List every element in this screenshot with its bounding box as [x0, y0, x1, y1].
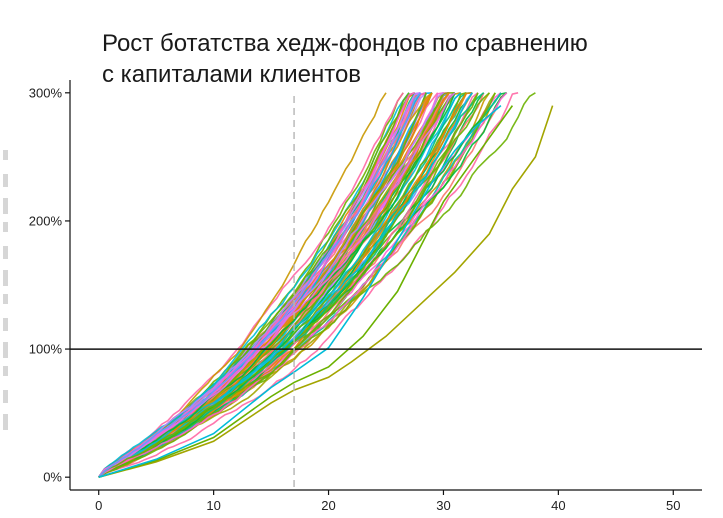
- y-tick-label: 200%: [29, 213, 63, 228]
- series-line: [98, 92, 444, 478]
- y-axis-title-fragment: [3, 150, 8, 160]
- y-axis-title-fragment: [3, 198, 8, 214]
- series-line: [98, 92, 450, 478]
- series-line: [98, 92, 519, 478]
- series-line: [98, 92, 422, 478]
- series-line: [98, 92, 456, 478]
- y-axis-title-ghost: [3, 150, 8, 430]
- y-tick-label: 100%: [29, 342, 63, 357]
- series-line: [98, 92, 461, 478]
- series-line: [98, 92, 450, 478]
- y-axis-title-fragment: [3, 222, 8, 232]
- y-axis-title-fragment: [3, 390, 8, 403]
- y-axis-title-fragment: [3, 270, 8, 286]
- series-line: [98, 104, 502, 478]
- chart-title-line-2: с капиталами клиентов: [102, 61, 362, 88]
- series-line: [98, 92, 445, 478]
- y-axis-title-fragment: [3, 294, 8, 304]
- y-axis-title-fragment: [3, 342, 8, 358]
- x-tick-label: 0: [95, 498, 102, 513]
- series-line: [98, 92, 404, 478]
- chart-title-line-1: Рост ботатства хедж-фондов по сравнению: [102, 30, 588, 57]
- series-line: [98, 92, 404, 478]
- x-tick-label: 50: [666, 498, 680, 513]
- series-line: [98, 92, 445, 478]
- y-axis-title-fragment: [3, 414, 8, 430]
- series-line: [98, 92, 485, 478]
- series-line: [98, 92, 450, 478]
- series-line: [98, 92, 462, 478]
- series-line: [98, 92, 485, 478]
- series-line: [98, 92, 450, 478]
- series-line: [98, 92, 473, 478]
- x-tick-label: 10: [206, 498, 220, 513]
- series-line: [98, 92, 450, 478]
- y-axis-title-fragment: [3, 246, 8, 259]
- series-line: [98, 92, 450, 478]
- series-line: [98, 92, 536, 478]
- series-line: [98, 92, 456, 478]
- series-line: [98, 92, 450, 478]
- x-tick-label: 20: [321, 498, 335, 513]
- series-line: [98, 105, 514, 478]
- axes: 0% 100% 200% 300% 0 10 20 30 40 50: [29, 80, 702, 513]
- y-axis-title-fragment: [3, 174, 8, 187]
- series-line: [98, 92, 444, 478]
- series-line: [98, 92, 450, 478]
- x-tick-label: 40: [551, 498, 565, 513]
- y-tick-label: 300%: [29, 85, 63, 100]
- series-line: [98, 92, 462, 478]
- reference-lines: [70, 96, 702, 490]
- series-line: [98, 92, 468, 478]
- y-axis-title-fragment: [3, 366, 8, 376]
- series-line: [98, 92, 450, 478]
- series-layer: [98, 92, 554, 478]
- chart-title: Рост ботатства хедж-фондов по сравнению …: [102, 28, 588, 90]
- x-tick-label: 30: [436, 498, 450, 513]
- y-tick-label: 0%: [43, 470, 62, 485]
- y-axis-title-fragment: [3, 318, 8, 331]
- series-line: [98, 92, 445, 478]
- series-line: [98, 92, 485, 478]
